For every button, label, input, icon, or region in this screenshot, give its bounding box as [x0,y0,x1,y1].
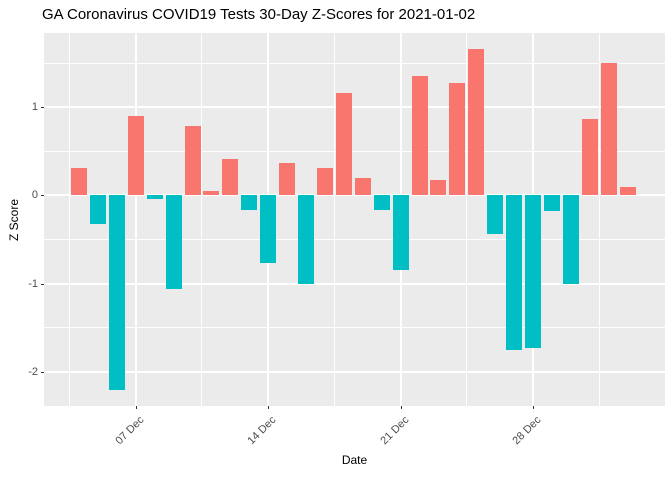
bar [279,162,296,196]
gridline-y-minor [44,150,665,152]
chart-title: GA Coronavirus COVID19 Tests 30-Day Z-Sc… [42,6,476,23]
bar [260,195,277,264]
bar [525,195,542,349]
bar [184,125,201,196]
x-tick-label: 21 Dec [377,414,412,448]
bar [203,191,220,196]
bar [316,168,333,196]
bar [373,195,390,210]
x-tick-label: 07 Dec [113,414,147,448]
gridline-y-minor [44,62,665,64]
gridline-y-minor [44,327,665,329]
bar [146,195,163,199]
bar [71,168,87,196]
bar [468,49,485,196]
gridline-x-minor [333,33,335,406]
x-tick-label: 14 Dec [245,414,279,448]
gridline-y-major [44,370,665,373]
y-axis-title: Z Score [7,198,21,242]
gridline-y-minor [44,239,665,241]
gridline-y-major [44,106,665,109]
bar [392,195,409,270]
bar [335,93,352,196]
bar [165,195,182,289]
y-tick [41,195,44,197]
gridline-x-major [134,33,137,406]
bar [487,195,504,235]
x-tick [135,406,137,409]
x-axis-title: Date [341,453,368,467]
bar [89,195,106,224]
gridline-x-minor [466,33,468,406]
x-tick [533,406,535,409]
bar [562,195,579,284]
bar [127,116,144,196]
x-tick-label: 28 Dec [510,414,544,448]
bar [108,195,125,391]
plot-panel [44,33,665,406]
bar [298,195,315,284]
y-tick [41,107,44,109]
y-tick-label: -1 [28,277,38,290]
y-tick-label: 1 [31,101,38,114]
y-tick [41,283,44,285]
bar [241,195,258,211]
bar [411,76,428,196]
bar [619,186,636,196]
gridline-y-major [44,282,665,285]
bar [449,82,466,196]
y-tick-label: 0 [31,189,38,202]
gridline-y-major [44,194,665,197]
bar [581,118,598,196]
y-tick [41,371,44,373]
bar [600,63,617,196]
x-tick [268,406,270,409]
bar [430,179,447,196]
gridline-x-minor [598,33,600,406]
bar [222,159,239,196]
bar [544,195,560,212]
bar [506,195,523,350]
y-tick-label: -2 [28,365,38,378]
x-tick [400,406,402,409]
bar [354,177,371,196]
gridline-x-minor [69,33,71,406]
gridline-x-minor [201,33,203,406]
